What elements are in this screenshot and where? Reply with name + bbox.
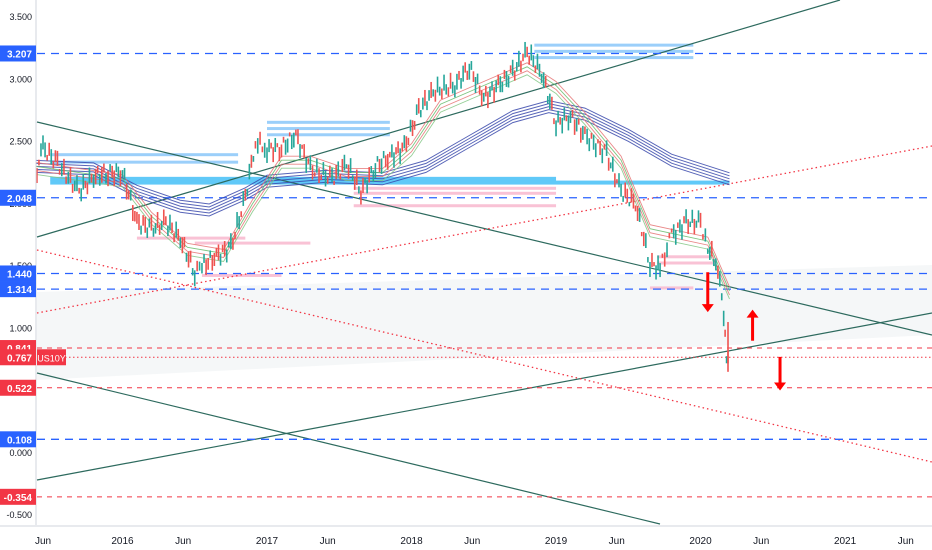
arrow-down-icon xyxy=(774,382,787,391)
x-tick-label: Jun xyxy=(320,536,336,547)
level-badge xyxy=(0,488,36,505)
zone-bar xyxy=(267,127,390,131)
zone-bar xyxy=(649,286,694,290)
x-tick-label: Jun xyxy=(175,536,191,547)
symbol-tag xyxy=(37,349,66,366)
zone-bar xyxy=(353,204,557,208)
x-tick-label: Jun xyxy=(464,536,480,547)
zone-bar xyxy=(136,236,246,240)
level-badge xyxy=(0,379,36,396)
x-tick-label: 2017 xyxy=(256,536,279,547)
y-tick-label: 2.500 xyxy=(9,137,32,147)
symbol-tag-label: US10Y xyxy=(37,353,66,363)
level-badge xyxy=(0,45,36,62)
zone-bar xyxy=(353,191,557,195)
x-tick-label: Jun xyxy=(753,536,769,547)
x-tick-label: 2019 xyxy=(545,536,568,547)
x-tick-label: 2018 xyxy=(400,536,423,547)
zone-bar xyxy=(353,186,557,190)
zone-bar xyxy=(50,153,239,157)
x-axis-background xyxy=(0,526,932,550)
level-badge xyxy=(0,265,36,282)
level-badge-label: 3.207 xyxy=(7,49,32,60)
level-badge-label: 2.048 xyxy=(7,194,32,205)
x-axis[interactable]: Jun 2016 Jun 2017 Jun 2018 Jun 2019 Jun 2020 Jun 20… xyxy=(0,525,932,550)
level-badge-label: -0.354 xyxy=(4,493,33,504)
zone-bar xyxy=(50,176,557,181)
y-tick-label: -0.500 xyxy=(6,510,32,520)
level-badge xyxy=(0,189,36,206)
level-badge xyxy=(0,431,36,448)
horizontal-levels xyxy=(37,52,932,498)
red-dotted-trendline xyxy=(36,145,932,314)
level-badge-label: 0.767 xyxy=(7,353,32,364)
trendlines xyxy=(36,0,932,525)
trendline xyxy=(36,121,932,336)
level-badge xyxy=(0,349,36,366)
zone-bar xyxy=(50,160,239,164)
zone-bar xyxy=(267,120,390,124)
level-badge xyxy=(0,281,36,298)
arrow-down-icon xyxy=(701,304,714,313)
x-tick-label: Jun xyxy=(35,536,51,547)
zone-bar xyxy=(267,133,390,137)
x-tick-label: Jun xyxy=(898,536,914,547)
x-tick-label: 2021 xyxy=(834,536,857,547)
y-tick-label: 3.500 xyxy=(9,12,32,22)
level-badge-label: 0.522 xyxy=(7,384,32,395)
x-tick-label: Jun xyxy=(609,536,625,547)
trendline xyxy=(36,372,661,525)
ma-ribbon-line xyxy=(35,70,730,296)
ma-ribbon-line xyxy=(35,112,730,217)
price-series xyxy=(32,41,729,372)
annotation-arrows xyxy=(701,272,787,391)
y-tick-label: 0.000 xyxy=(9,448,32,458)
x-tick-label: 2020 xyxy=(689,536,712,547)
zone-bar xyxy=(657,255,715,259)
red-dotted-trendline xyxy=(36,249,932,463)
ma-ribbon-line xyxy=(35,109,730,214)
ma-ribbon-line xyxy=(35,103,730,208)
zone-bar xyxy=(534,43,694,47)
y-tick-label: 3.000 xyxy=(9,74,32,84)
level-badge-label: 1.440 xyxy=(7,269,32,280)
ma-ribbon-line xyxy=(35,106,730,211)
zone-bar xyxy=(657,261,715,265)
level-badges: 3.2072.0481.4401.3140.8410.7670.5220.108… xyxy=(0,45,66,505)
ma-ribbon-line xyxy=(35,66,730,292)
zone-bar xyxy=(194,241,311,245)
y-tick-label: 1.000 xyxy=(9,323,32,333)
ma-ribbon-line xyxy=(35,74,730,300)
zone-bar xyxy=(534,49,694,53)
level-badge-label: 0.108 xyxy=(7,435,32,446)
arrow-up-icon xyxy=(746,309,759,318)
level-badge-label: 1.314 xyxy=(7,285,32,296)
zone-bar xyxy=(534,56,694,60)
trendline xyxy=(36,312,932,481)
x-tick-label: 2016 xyxy=(111,536,134,547)
